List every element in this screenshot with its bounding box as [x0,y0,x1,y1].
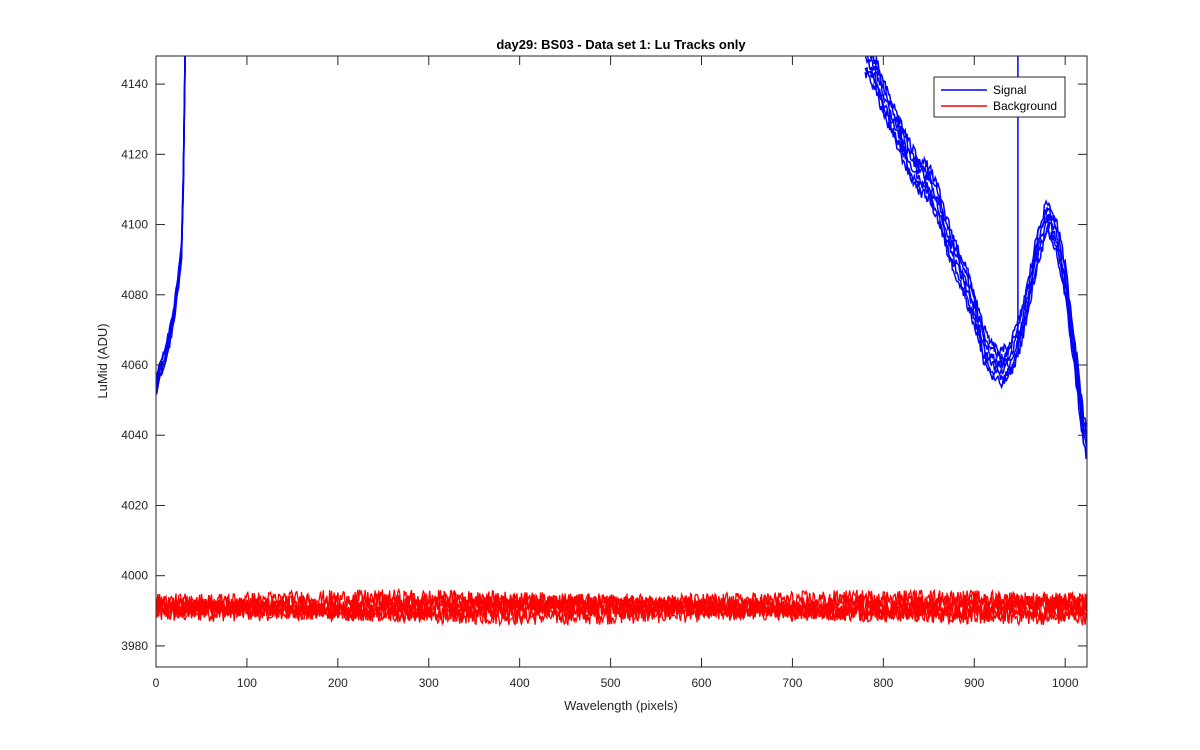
y-tick-label: 4140 [121,77,148,91]
x-tick-label: 500 [601,676,621,690]
signal-series-line [872,56,1087,428]
x-tick-label: 900 [964,676,984,690]
y-tick-label: 4060 [121,358,148,372]
legend-label-background: Background [993,99,1057,113]
signal-series-line [864,67,1087,454]
y-tick-label: 4020 [121,498,148,512]
plot-area-border [155,55,1088,668]
x-tick-label: 100 [237,676,257,690]
x-tick-label: 0 [153,676,160,690]
y-tick-label: 3980 [121,639,148,653]
y-tick-label: 4040 [121,428,148,442]
x-tick-label: 300 [419,676,439,690]
signal-series-line [156,56,186,376]
x-tick-label: 600 [691,676,711,690]
y-tick-label: 4120 [121,147,148,161]
background-series-line [156,587,1087,612]
y-axis-label: LuMid (ADU) [95,323,110,398]
chart-title: day29: BS03 - Data set 1: Lu Tracks only [496,37,746,52]
x-tick-label: 700 [782,676,802,690]
x-tick-label: 1000 [1052,676,1079,690]
ticks-layer: 0 100 200 300 400 500 600 700 800 900 1000 3980 4000… [121,56,1087,690]
y-tick-label: 4000 [121,569,148,583]
legend: Signal Background [933,76,1066,118]
x-tick-label: 400 [510,676,530,690]
plot-background [156,56,1087,667]
legend-box [933,76,1066,118]
x-axis-label: Wavelength (pixels) [564,698,678,713]
x-tick-label: 200 [328,676,348,690]
y-tick-label: 4100 [121,218,148,232]
data-layer [156,56,1087,628]
signal-series-line [864,56,1087,447]
y-tick-label: 4080 [121,288,148,302]
legend-label-signal: Signal [993,83,1026,97]
x-tick-label: 800 [873,676,893,690]
